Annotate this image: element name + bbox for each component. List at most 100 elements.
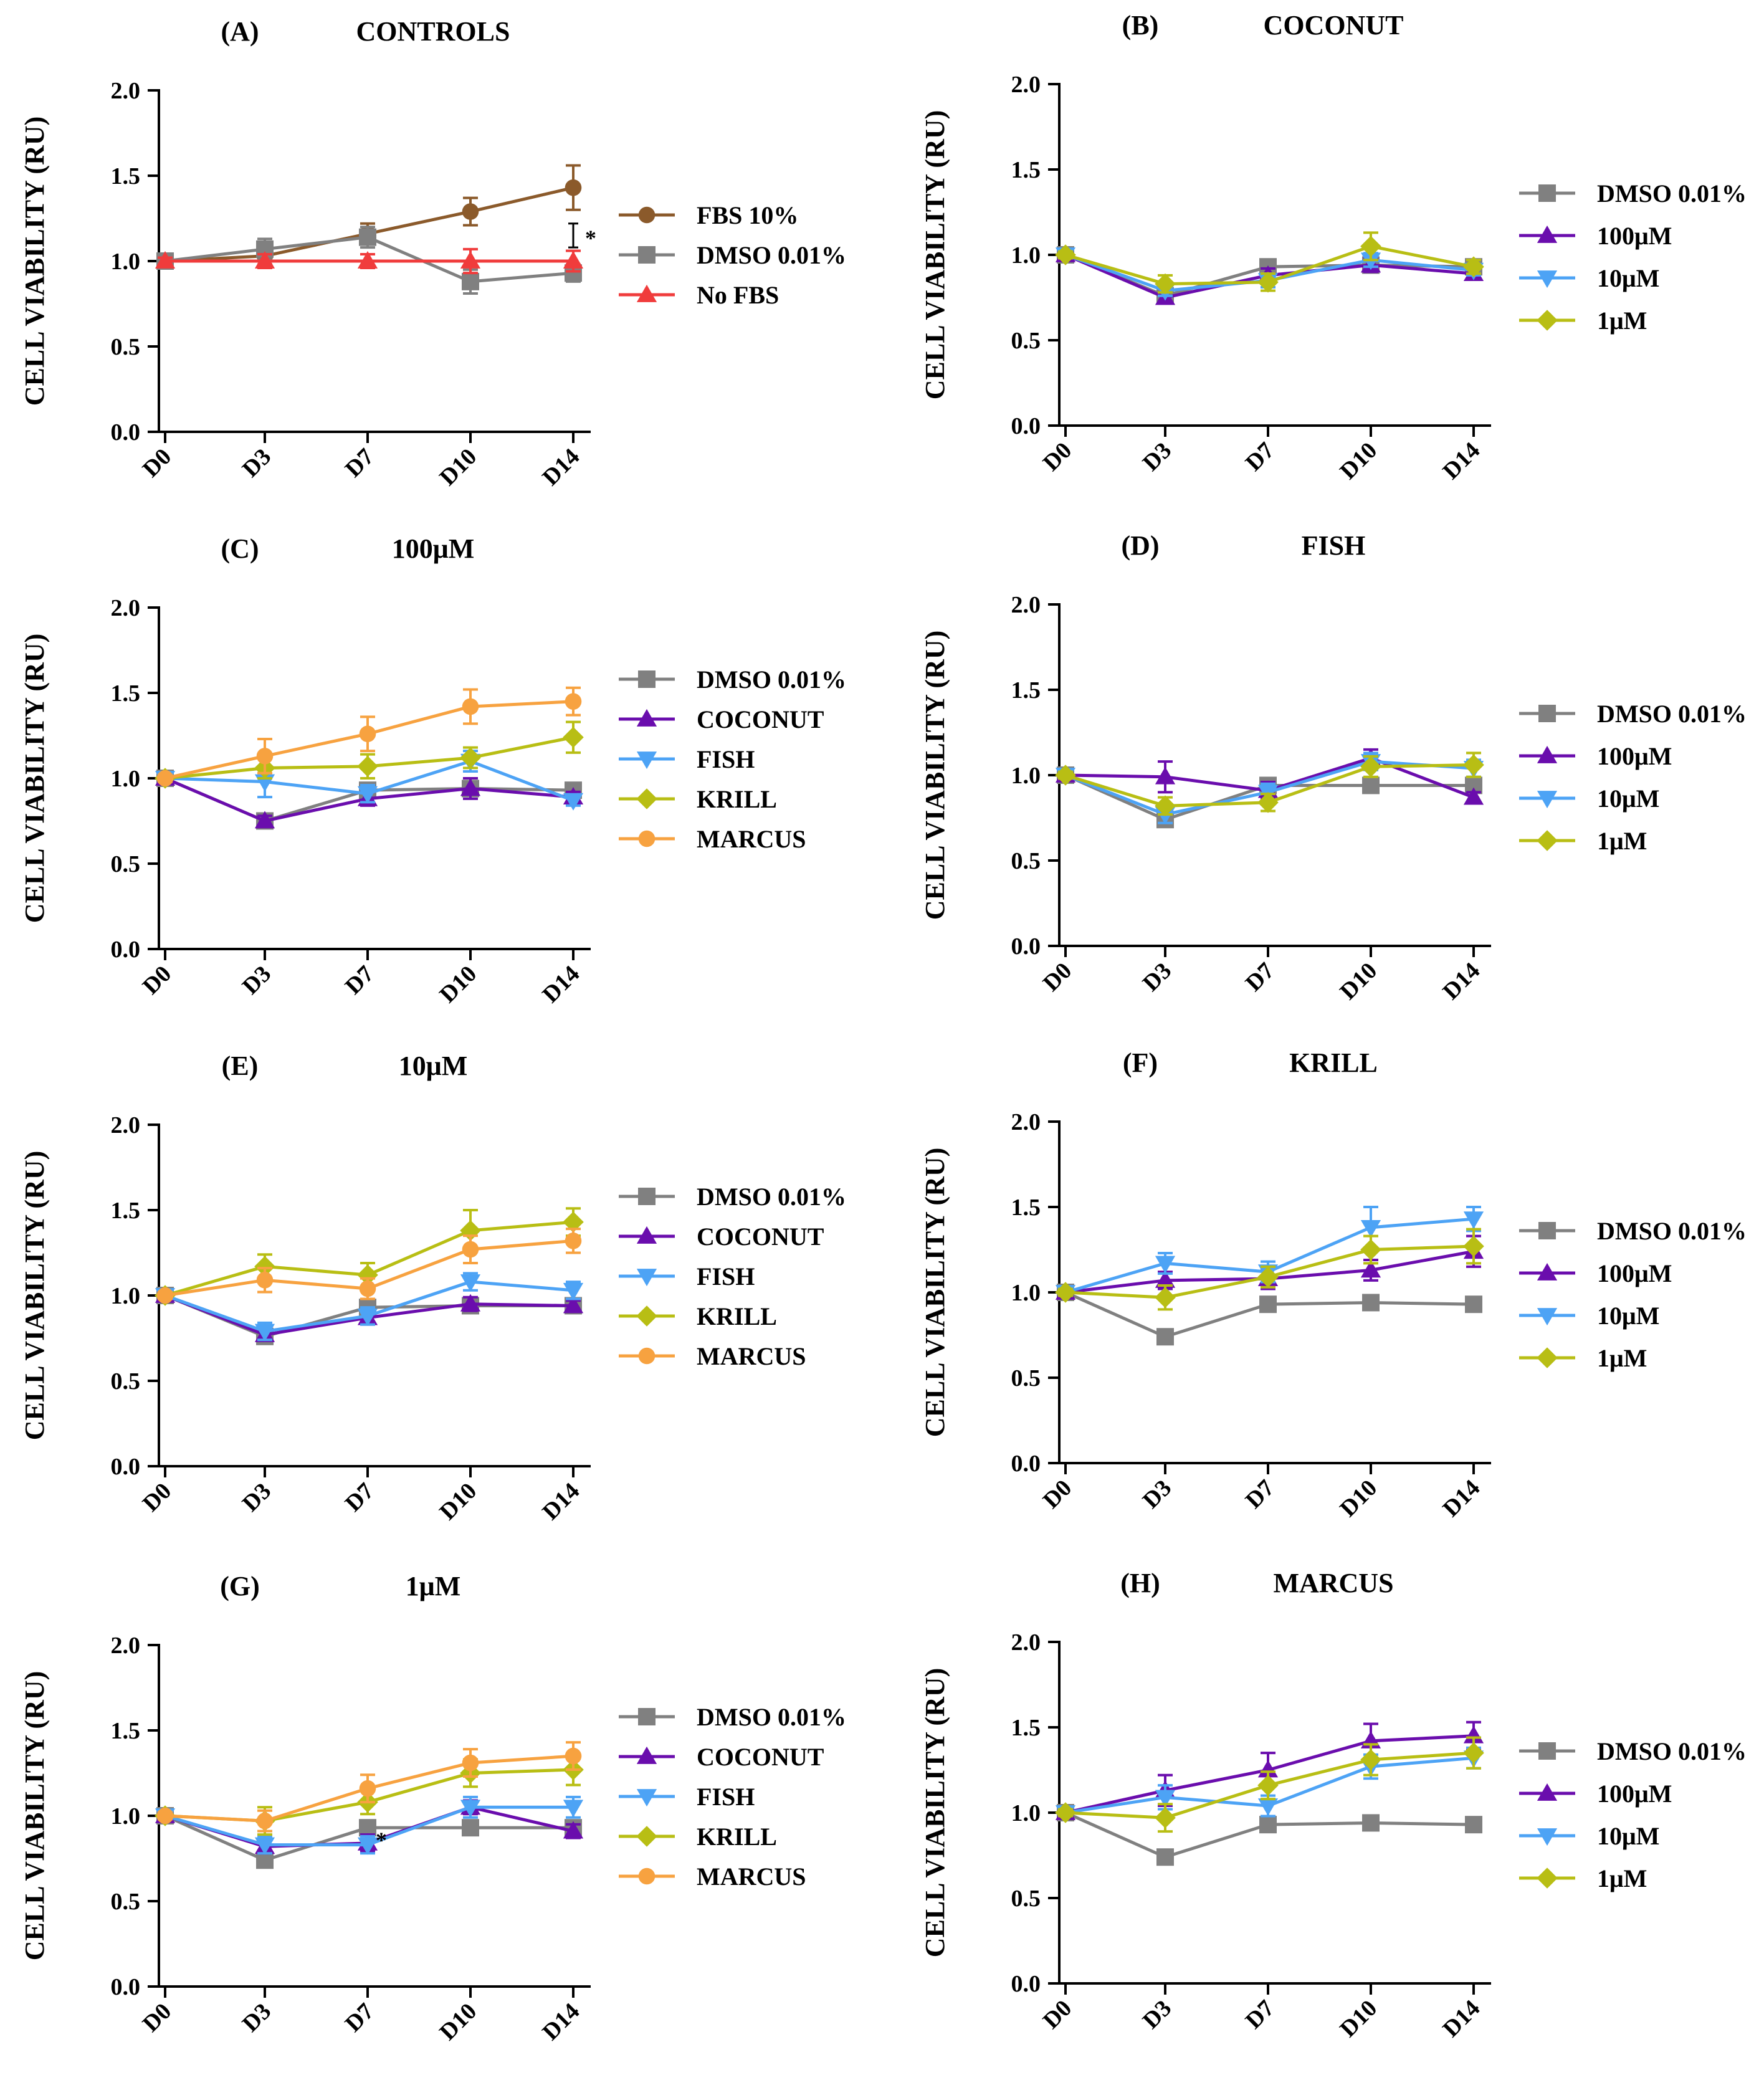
- panel-f-series-1um-point: [1155, 1287, 1176, 1309]
- panel-e-series-fish-point: [460, 1274, 481, 1292]
- panel-c-series-fish-point: [563, 793, 584, 811]
- panel-d-ytick-label: 0.5: [1011, 848, 1041, 874]
- panel-e-series-krill-point: [254, 1256, 275, 1277]
- panel-g-annotation: *: [376, 1828, 387, 1853]
- panel-g-series-coconut-point: [563, 1821, 584, 1839]
- panel-d-series-100um-point: [1155, 766, 1176, 785]
- panel-c-xtick-label: D14: [537, 961, 584, 1008]
- panel-d-legend-10um-marker: [1537, 791, 1558, 809]
- panel-h-series-1um-point: [1360, 1749, 1381, 1770]
- panel-f-series-100um-point: [1360, 1260, 1381, 1278]
- panel-h-series-10um-point: [1257, 1798, 1279, 1816]
- panel-b-series-1um-point: [1360, 236, 1381, 257]
- panel-f-series-10um-point: [1463, 1211, 1484, 1229]
- panel-a-legend-dmso-0-01pct-marker: [638, 246, 656, 264]
- panel-e-ytick-label: 0.5: [111, 1368, 141, 1395]
- panel-f-legend-1um-label: 1μM: [1597, 1344, 1647, 1372]
- panel-g-series-marcus-point: [565, 1747, 582, 1765]
- panel-b-ytick-label: 0.5: [1011, 328, 1041, 354]
- panel-b-legend-10um-label: 10μM: [1597, 264, 1659, 292]
- panel-g-ylabel: CELL VIABILITY (RU): [19, 1671, 50, 1961]
- panel-c-series-coconut-point: [460, 778, 481, 796]
- panel-g-xtick-label: D7: [340, 1998, 379, 2038]
- panel-b-legend-10um-marker: [1537, 270, 1558, 289]
- panel-d-series-1um-point: [1155, 795, 1176, 817]
- panel-h-xtick-label: D0: [1038, 1995, 1077, 2034]
- panel-h-legend-100um-label: 100μM: [1597, 1780, 1672, 1808]
- panel-e-series-fish-point: [563, 1282, 584, 1300]
- panel-h-series-1um-point: [1257, 1775, 1279, 1796]
- panel-b-label: (B): [1122, 10, 1159, 41]
- panel-f-ytick-label: 2.0: [1011, 1109, 1041, 1135]
- panel-f-series-dmso-0-01pct-point: [1259, 1295, 1277, 1314]
- panel-a-ylabel: CELL VIABILITY (RU): [19, 117, 50, 406]
- panel-g: (G) 1μM CELL VIABILITY (RU) 0.0 0.5 1.0 1.5 2.0…: [19, 1571, 846, 2046]
- panel-f-series-dmso-0-01pct: [1057, 1284, 1482, 1346]
- panel-b-series-1um-point: [1257, 272, 1279, 293]
- panel-g-series-marcus-point: [156, 1807, 174, 1825]
- panel-c-ytick-label: 2.0: [111, 595, 141, 621]
- panel-e-legend-marcus-label: MARCUS: [697, 1342, 806, 1370]
- panel-c-legend-fish-marker: [636, 751, 657, 770]
- panel-c-ylabel: CELL VIABILITY (RU): [19, 634, 50, 923]
- panel-b-legend-dmso-0-01pct-label: DMSO 0.01%: [1597, 179, 1747, 208]
- panel-g-ytick-label: 0.5: [111, 1889, 141, 1915]
- panel-f-series-1um-point: [1360, 1239, 1381, 1261]
- panel-b-ytick-label: 2.0: [1011, 72, 1041, 98]
- panel-g-ytick-label: 2.0: [111, 1633, 141, 1659]
- panel-g-series-marcus-point: [359, 1780, 376, 1797]
- panel-a-series-no-fbs: [155, 247, 584, 275]
- panel-g-series-fish-point: [357, 1837, 378, 1855]
- panel-b-legend-100um-marker: [1537, 225, 1558, 243]
- panel-e-series-krill-point: [460, 1220, 481, 1241]
- panel-f-series-dmso-0-01pct-point: [1465, 1295, 1482, 1314]
- panel-c-legend-dmso-0-01pct-marker: [638, 670, 656, 688]
- panel-c-xtick-label: D0: [138, 961, 177, 1000]
- panel-d-series-1um-point: [1463, 754, 1484, 776]
- panel-h-series-10um-point: [1155, 1790, 1176, 1808]
- panel-f-xtick-label: D0: [1038, 1475, 1077, 1514]
- panel-h-ytick-label: 2.0: [1011, 1629, 1041, 1656]
- panel-h-ytick-label: 1.0: [1011, 1800, 1041, 1826]
- panel-c-legend-marcus-label: MARCUS: [697, 825, 806, 853]
- panel-b: (B) COCONUT CELL VIABILITY (RU) 0.0 0.5 1.0 1.…: [920, 10, 1747, 485]
- panel-f-series-10um-point: [1360, 1219, 1381, 1238]
- panel-a-legend-dmso-0-01pct-label: DMSO 0.01%: [697, 241, 846, 269]
- panel-c-series-marcus-point: [359, 725, 376, 743]
- panel-d-xtick-label: D14: [1437, 958, 1485, 1005]
- panel-e-legend-dmso-0-01pct-marker: [638, 1188, 656, 1205]
- panel-h-series-100um-point: [1257, 1760, 1279, 1778]
- panel-d-series-10um: [1055, 751, 1484, 825]
- panel-h-legend-100um-marker: [1537, 1783, 1558, 1801]
- panel-f-series-1um-point: [1055, 1282, 1076, 1303]
- panel-g-legend-marcus-marker: [638, 1868, 656, 1885]
- panel-d-xtick-label: D3: [1138, 958, 1177, 997]
- panel-c-ytick-label: 0.5: [111, 851, 141, 877]
- panel-b-series-1um-point: [1055, 244, 1076, 265]
- panel-b-series-1um: [1055, 231, 1484, 295]
- panel-h-ytick-label: 1.5: [1011, 1715, 1041, 1741]
- panel-c-legend-krill-label: KRILL: [697, 785, 777, 813]
- panel-b-ylabel: CELL VIABILITY (RU): [920, 110, 950, 400]
- panel-e-series-marcus-point: [359, 1280, 376, 1297]
- panel-b-ytick-label: 1.0: [1011, 242, 1041, 269]
- panel-c: (C) 100μM CELL VIABILITY (RU) 0.0 0.5 1.0 1.5 2…: [19, 533, 846, 1008]
- panel-h-series-dmso-0-01pct: [1057, 1804, 1482, 1866]
- panel-b-series-10um-point: [1360, 252, 1381, 270]
- panel-c-series-krill-point: [563, 727, 584, 748]
- panel-e-series-fish-point: [254, 1324, 275, 1342]
- panel-c-ytick-label: 1.0: [111, 766, 141, 792]
- panel-h-series-dmso-0-01pct-point: [1362, 1814, 1380, 1832]
- panel-d-xtick-label: D7: [1241, 958, 1280, 997]
- panel-d-label: (D): [1121, 530, 1159, 561]
- panel-g-legend-coconut-marker: [636, 1746, 657, 1764]
- panel-g-series-fish-point: [563, 1800, 584, 1818]
- panel-e-series-marcus-point: [462, 1241, 479, 1258]
- panel-e-legend-marcus-marker: [638, 1347, 656, 1365]
- panel-d-series-100um-point: [1463, 787, 1484, 805]
- panel-c-series-marcus: [156, 686, 582, 787]
- panel-e-xtick-label: D3: [237, 1478, 277, 1517]
- panel-h-ytick-label: 0.5: [1011, 1886, 1041, 1912]
- panel-b-xtick-label: D0: [1038, 437, 1077, 477]
- panel-a-legend-fbs-10pct-marker: [638, 206, 656, 224]
